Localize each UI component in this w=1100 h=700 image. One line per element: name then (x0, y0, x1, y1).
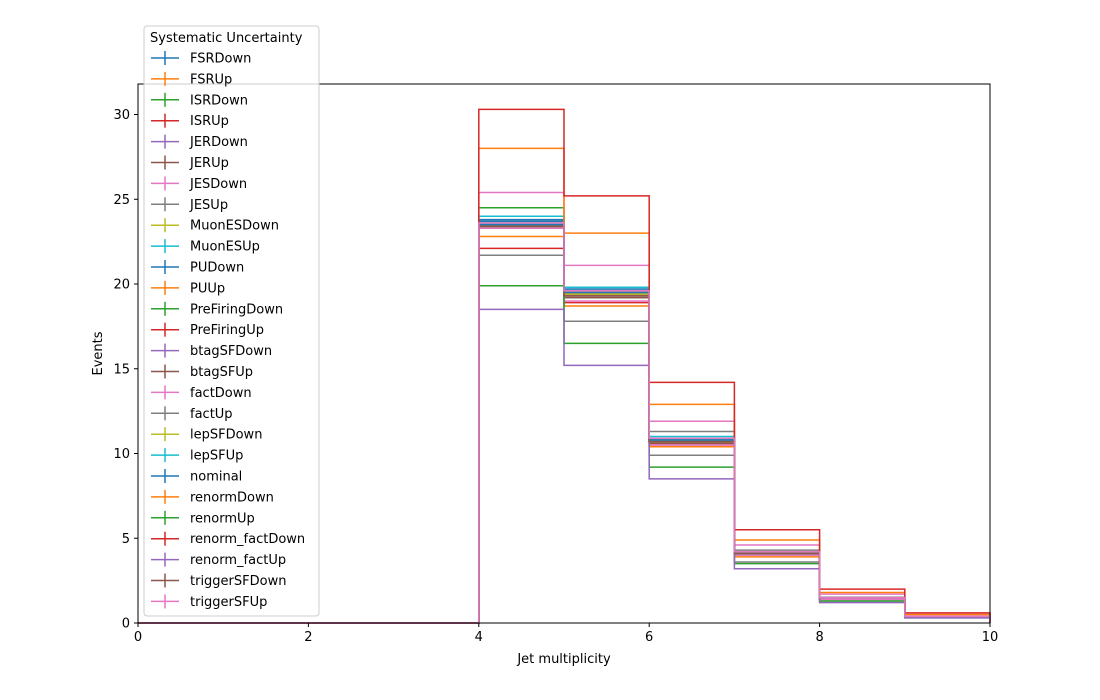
legend-label: PUUp (190, 281, 225, 296)
y-tick-label: 10 (113, 447, 130, 462)
y-axis-label: Events (91, 331, 106, 375)
legend-label: factDown (190, 386, 252, 401)
legend-label: btagSFDown (190, 344, 272, 359)
legend-label: JERUp (189, 156, 229, 171)
legend-label: renormDown (190, 490, 274, 505)
legend-label: ISRDown (190, 93, 248, 108)
legend-label: FSRUp (190, 72, 232, 87)
legend-item: ISRDown (151, 92, 248, 108)
y-tick-label: 0 (122, 617, 130, 632)
y-tick-label: 25 (113, 193, 130, 208)
legend-item: JERUp (151, 155, 229, 171)
legend-item: renorm_factDown (151, 531, 305, 547)
legend-label: PreFiringUp (190, 323, 264, 338)
x-tick-label: 10 (982, 630, 999, 645)
legend-item: PreFiringUp (151, 322, 264, 338)
legend-item: PUDown (151, 260, 244, 276)
legend-item: JERDown (151, 134, 248, 150)
legend: Systematic Uncertainty FSRDown FSRUp ISRDo… (143, 25, 320, 617)
legend-item: PUUp (151, 280, 225, 296)
legend-item: FSRDown (151, 51, 251, 67)
legend-item: factDown (151, 385, 252, 401)
x-axis-label: Jet multiplicity (516, 652, 611, 667)
x-tick-label: 4 (475, 630, 483, 645)
legend-item: lepSFUp (151, 448, 243, 464)
legend-label: renorm_factDown (190, 532, 305, 547)
y-tick-label: 20 (113, 278, 130, 293)
legend-label: JESUp (189, 198, 228, 213)
legend-item: JESDown (151, 176, 247, 192)
legend-item: lepSFDown (151, 427, 262, 443)
legend-label: MuonESDown (190, 219, 279, 234)
x-tick-label: 0 (134, 630, 142, 645)
x-tick-label: 6 (645, 630, 653, 645)
legend-label: FSRDown (190, 52, 251, 67)
legend-title: Systematic Uncertainty (150, 31, 303, 46)
legend-label: triggerSFUp (190, 595, 267, 610)
legend-label: renormUp (190, 511, 255, 526)
legend-item: renormDown (151, 489, 274, 505)
legend-item: ISRUp (151, 113, 229, 129)
legend-label: btagSFUp (190, 365, 253, 380)
legend-item: nominal (151, 469, 242, 485)
legend-item: MuonESUp (151, 239, 260, 255)
legend-items: FSRDown FSRUp ISRDown ISRUp JERDown JERUp JESD… (151, 51, 305, 610)
legend-item: MuonESDown (151, 218, 279, 234)
legend-item: renormUp (151, 510, 255, 526)
legend-label: MuonESUp (190, 240, 260, 255)
legend-label: ISRUp (190, 114, 229, 129)
legend-label: PUDown (190, 261, 244, 276)
legend-label: JERDown (189, 135, 248, 150)
legend-label: JESDown (189, 177, 247, 192)
legend-item: factUp (151, 406, 233, 422)
legend-label: PreFiringDown (190, 302, 283, 317)
legend-frame (143, 25, 320, 617)
plot-frame (137, 83, 991, 624)
legend-label: lepSFUp (190, 449, 243, 464)
legend-item: PreFiringDown (151, 301, 283, 317)
legend-label: factUp (190, 407, 233, 422)
y-tick-label: 30 (113, 108, 130, 123)
y-tick-label: 5 (122, 532, 130, 547)
legend-item: btagSFUp (151, 364, 253, 380)
legend-item: btagSFDown (151, 343, 272, 359)
legend-label: nominal (190, 470, 242, 485)
y-axis: 0 5 10 15 20 25 30 (113, 108, 138, 632)
x-tick-label: 2 (304, 630, 312, 645)
x-axis: 0 2 4 6 8 10 (134, 623, 998, 645)
y-tick-label: 15 (113, 362, 130, 377)
legend-item: triggerSFDown (151, 573, 286, 589)
legend-label: lepSFDown (190, 428, 262, 443)
legend-item: triggerSFUp (151, 594, 267, 610)
legend-item: JESUp (151, 197, 228, 213)
legend-label: triggerSFDown (190, 574, 286, 589)
legend-item: FSRUp (151, 71, 232, 87)
legend-item: renorm_factUp (151, 552, 286, 568)
x-tick-label: 8 (815, 630, 823, 645)
legend-label: renorm_factUp (190, 553, 286, 568)
